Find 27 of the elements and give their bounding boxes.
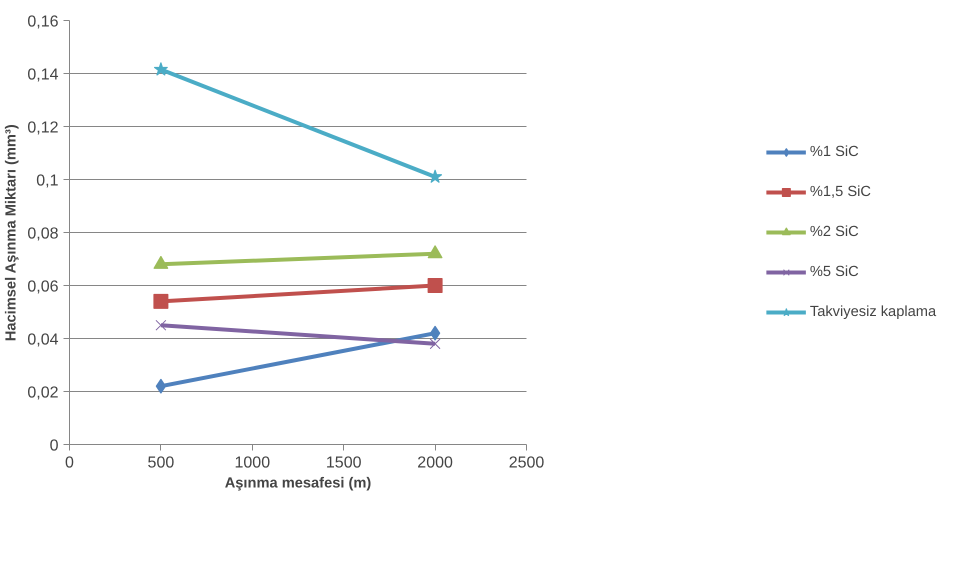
y-tick-label: 0,12 xyxy=(27,120,59,136)
legend-label: Takviyesiz kaplama xyxy=(810,304,936,320)
y-tick-label: 0,14 xyxy=(27,66,59,84)
y-tick-label: 0,08 xyxy=(27,226,59,242)
y-tick-label: 0,04 xyxy=(27,332,59,348)
legend-label: %1 SiC xyxy=(810,144,859,160)
x-tick-label: 2000 xyxy=(417,454,453,472)
point xyxy=(154,62,168,76)
y-tick-label: 0,1 xyxy=(36,172,59,190)
x-tick-label: 500 xyxy=(148,454,174,472)
x-axis-title: Aşınma mesafesi (m) xyxy=(224,476,372,492)
y-axis-title: Hacimsel Aşınma Miktarı (mm³) xyxy=(3,124,20,342)
x-tick-label: 0 xyxy=(65,454,74,472)
point xyxy=(153,294,168,309)
legend-label: %1,5 SiC xyxy=(810,184,871,200)
x-tick-label: 1500 xyxy=(326,454,362,472)
legend-label: %2 SiC xyxy=(810,224,859,240)
y-tick-label: 0,06 xyxy=(27,278,59,296)
point xyxy=(430,338,441,350)
x-tick-label: 1000 xyxy=(234,454,270,472)
y-tick-label: 0,02 xyxy=(27,384,59,402)
legend-label: %5 SiC xyxy=(810,264,859,280)
x-tick-label: 2500 xyxy=(508,454,544,472)
y-tick-label: 0,16 xyxy=(27,14,59,30)
point xyxy=(428,278,443,293)
y-tick-label: 0 xyxy=(50,438,59,454)
point xyxy=(155,320,166,331)
